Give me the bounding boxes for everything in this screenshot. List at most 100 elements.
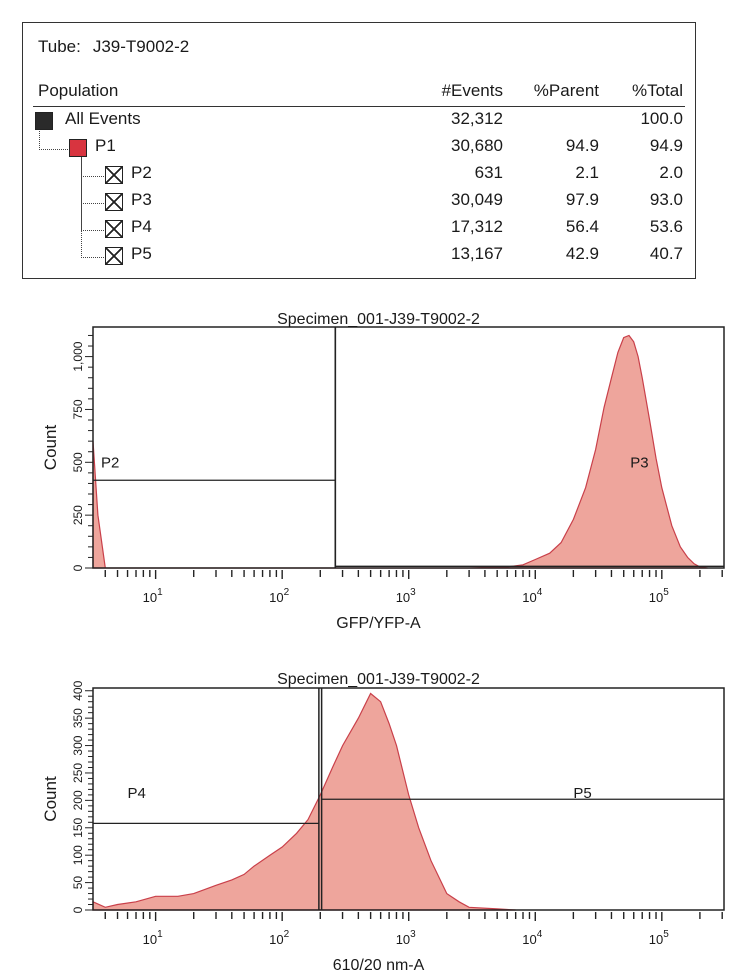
tube-label-row: Tube: J39-T9002-2 bbox=[38, 37, 189, 57]
tick-base: 10 bbox=[522, 590, 536, 605]
tick-exponent: 1 bbox=[157, 587, 163, 598]
table-row[interactable]: All Events 32,312 100.0 bbox=[23, 109, 695, 135]
events-value: 32,312 bbox=[451, 109, 503, 128]
chart-title: Specimen_001-J39-T9002-2 bbox=[277, 311, 480, 328]
chart-2: P4 P5 Specimen_001-J39-T9002-2 610/20 nm-A C… bbox=[41, 671, 725, 974]
x-tick-label: 102 bbox=[269, 929, 289, 947]
y-tick-label: 250 bbox=[71, 505, 85, 525]
column-header-total: %Total bbox=[631, 81, 683, 100]
population-statistics-table: Tube: J39-T9002-2 Population #Events %Par… bbox=[22, 22, 696, 279]
tick-exponent: 1 bbox=[157, 929, 163, 940]
x-axis-label: 610/20 nm-A bbox=[333, 957, 425, 974]
population-name: P5 bbox=[131, 244, 152, 263]
gate-label-p3: P3 bbox=[630, 454, 648, 471]
tube-name: J39-T9002-2 bbox=[92, 37, 190, 56]
tick-exponent: 4 bbox=[537, 587, 543, 598]
table-row[interactable]: P2 631 2.1 2.0 bbox=[23, 163, 695, 189]
parent-value: 42.9 bbox=[565, 244, 599, 263]
histogram-area bbox=[92, 334, 708, 569]
total-value: 40.7 bbox=[649, 244, 683, 263]
tick-exponent: 3 bbox=[410, 929, 416, 940]
tick-exponent: 5 bbox=[663, 929, 669, 940]
tree-connector bbox=[39, 129, 72, 150]
black-square-icon bbox=[35, 112, 53, 130]
y-tick-label: 350 bbox=[71, 708, 85, 728]
population-name: P3 bbox=[131, 190, 152, 209]
population-name: P4 bbox=[131, 217, 152, 236]
tick-base: 10 bbox=[143, 932, 157, 947]
crossed-box-icon bbox=[105, 220, 123, 238]
chart-title: Specimen_001-J39-T9002-2 bbox=[277, 671, 480, 688]
y-tick-label: 300 bbox=[71, 735, 85, 755]
y-tick-label: 500 bbox=[71, 452, 85, 472]
crossed-box-icon bbox=[105, 193, 123, 211]
column-header-population: Population bbox=[38, 81, 119, 100]
histogram-area bbox=[92, 692, 516, 911]
parent-value: 2.1 bbox=[575, 163, 599, 182]
population-name: P2 bbox=[131, 163, 152, 182]
red-square-icon bbox=[69, 139, 87, 157]
x-tick-label: 104 bbox=[522, 587, 542, 605]
gate-label-p5: P5 bbox=[573, 785, 591, 802]
tube-label: Tube: bbox=[38, 37, 81, 56]
events-value: 13,167 bbox=[451, 244, 503, 263]
gate-label-p2: P2 bbox=[101, 454, 119, 471]
y-tick-label: 750 bbox=[71, 399, 85, 419]
events-value: 631 bbox=[474, 163, 503, 182]
crossed-box-icon bbox=[105, 247, 123, 265]
y-tick-label: 100 bbox=[71, 845, 85, 865]
tick-base: 10 bbox=[269, 932, 283, 947]
tick-exponent: 3 bbox=[410, 587, 416, 598]
tick-base: 10 bbox=[522, 932, 536, 947]
y-tick-label: 200 bbox=[71, 790, 85, 810]
total-value: 53.6 bbox=[649, 217, 683, 236]
y-tick-label: 250 bbox=[71, 763, 85, 783]
x-tick-label: 105 bbox=[649, 587, 669, 605]
events-value: 30,680 bbox=[451, 136, 503, 155]
column-header-parent: %Parent bbox=[533, 81, 599, 100]
x-tick-label: 103 bbox=[396, 587, 416, 605]
plot-frame bbox=[92, 326, 725, 569]
y-tick-label: 150 bbox=[71, 817, 85, 837]
parent-value: 94.9 bbox=[565, 136, 599, 155]
population-name: All Events bbox=[65, 109, 141, 128]
column-header-events: #Events bbox=[441, 81, 503, 100]
tick-base: 10 bbox=[143, 590, 157, 605]
table-row[interactable]: P1 30,680 94.9 94.9 bbox=[23, 136, 695, 162]
x-tick-label: 103 bbox=[396, 929, 416, 947]
crossed-box-icon bbox=[105, 166, 123, 184]
y-tick-label: 400 bbox=[71, 680, 85, 700]
events-value: 17,312 bbox=[451, 217, 503, 236]
tick-exponent: 5 bbox=[663, 587, 669, 598]
total-value: 100.0 bbox=[640, 109, 683, 128]
y-tick-label: 0 bbox=[71, 564, 85, 571]
tick-base: 10 bbox=[396, 932, 410, 947]
tick-exponent: 2 bbox=[284, 587, 290, 598]
parent-value: 56.4 bbox=[565, 217, 599, 236]
table-row[interactable]: P5 13,167 42.9 40.7 bbox=[23, 244, 695, 270]
total-value: 2.0 bbox=[659, 163, 683, 182]
parent-value: 97.9 bbox=[565, 190, 599, 209]
y-axis-label: Count bbox=[41, 425, 60, 471]
tick-base: 10 bbox=[649, 590, 663, 605]
tick-exponent: 2 bbox=[284, 929, 290, 940]
x-tick-label: 101 bbox=[143, 587, 163, 605]
header-divider bbox=[33, 106, 685, 107]
chart-1: P2 P3 Specimen_001-J39-T9002-2 GFP/YFP-A Cou… bbox=[41, 311, 725, 632]
table-row[interactable]: P3 30,049 97.9 93.0 bbox=[23, 190, 695, 216]
table-row[interactable]: P4 17,312 56.4 53.6 bbox=[23, 217, 695, 243]
y-axis-label: Count bbox=[41, 776, 60, 822]
total-value: 94.9 bbox=[649, 136, 683, 155]
tick-base: 10 bbox=[269, 590, 283, 605]
x-axis-label: GFP/YFP-A bbox=[336, 615, 421, 632]
events-value: 30,049 bbox=[451, 190, 503, 209]
tree-connector bbox=[81, 156, 106, 231]
tick-base: 10 bbox=[396, 590, 410, 605]
total-value: 93.0 bbox=[649, 190, 683, 209]
population-name: P1 bbox=[95, 136, 116, 155]
x-tick-label: 101 bbox=[143, 929, 163, 947]
x-tick-label: 102 bbox=[269, 587, 289, 605]
y-tick-label: 50 bbox=[71, 876, 85, 890]
tick-base: 10 bbox=[649, 932, 663, 947]
